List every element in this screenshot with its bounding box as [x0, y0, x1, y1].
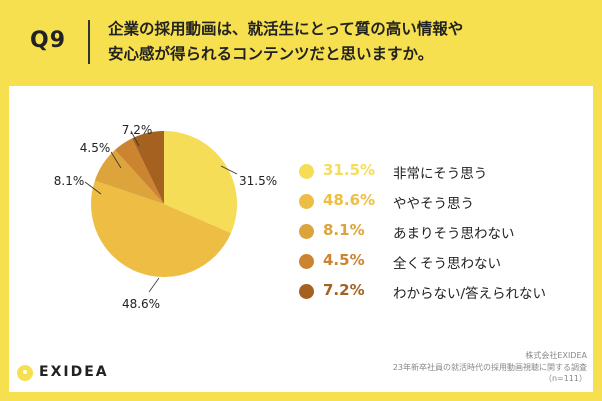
source-survey: 23年新卒社員の就活時代の採用動画視聴に関する調査 — [392, 362, 587, 372]
legend-value: 31.5% — [323, 161, 376, 179]
legend-item-5: 7.2% わからない/答えられない — [299, 276, 579, 306]
legend-value: 4.5% — [323, 251, 365, 269]
legend-label: ややそう思う — [393, 196, 474, 212]
legend-swatch — [299, 284, 314, 299]
legend-item-3: 8.1% あまりそう思わない — [299, 216, 579, 246]
pie-slices — [90, 131, 237, 278]
pie-slice-2 — [90, 180, 231, 278]
question-line-1: 企業の採用動画は、就活生にとって質の高い情報や — [108, 20, 464, 38]
chart-legend: 31.5% 非常にそう思う 48.6% ややそう思う 8.1% あまりそう思わない 4.5%… — [299, 156, 579, 306]
legend-label: 全くそう思わない — [393, 256, 501, 272]
leader-line-5 — [130, 130, 140, 147]
legend-item-1: 31.5% 非常にそう思う — [299, 156, 579, 186]
legend-value: 8.1% — [323, 221, 365, 239]
legend-label: あまりそう思わない — [393, 226, 515, 242]
legend-value: 7.2% — [323, 281, 365, 299]
question-text: 企業の採用動画は、就活生にとって質の高い情報や 安心感が得られるコンテンツだと思… — [108, 17, 578, 67]
legend-label: わからない/答えられない — [393, 286, 547, 302]
question-line-2: 安心感が得られるコンテンツだと思いますか。 — [108, 45, 434, 63]
pie-value-labels: 31.5% 48.6% 8.1% 4.5% 7.2% — [54, 123, 277, 311]
legend-item-4: 4.5% 全くそう思わない — [299, 246, 579, 276]
legend-item-2: 48.6% ややそう思う — [299, 186, 579, 216]
header-divider — [88, 20, 90, 64]
source-company: 株式会社EXIDEA — [525, 351, 587, 360]
source-note: 株式会社EXIDEA 23年新卒社員の就活時代の採用動画視聴に関する調査 （n=… — [393, 350, 587, 385]
pie-value-label-5: 7.2% — [122, 123, 153, 137]
pie-chart: 31.5% 48.6% 8.1% 4.5% 7.2% — [54, 123, 277, 311]
question-number: Q9 — [30, 28, 67, 53]
leader-line-4 — [110, 151, 122, 169]
legend-swatch — [299, 164, 314, 179]
pie-slice-3 — [94, 149, 164, 204]
leader-line-1 — [220, 165, 238, 175]
legend-swatch — [299, 254, 314, 269]
logo-text: EXIDEA — [39, 364, 109, 380]
source-sample-size: （n=111） — [543, 374, 587, 383]
pie-value-label-3: 8.1% — [54, 174, 85, 188]
legend-swatch — [299, 194, 314, 209]
legend-label: 非常にそう思う — [393, 166, 488, 182]
logo-mark-icon — [17, 365, 33, 381]
leader-line-2 — [148, 277, 160, 293]
pie-value-label-1: 31.5% — [239, 174, 277, 188]
legend-value: 48.6% — [323, 191, 376, 209]
pie-leader-lines — [84, 130, 238, 293]
pie-slice-4 — [115, 138, 164, 204]
legend-swatch — [299, 224, 314, 239]
pie-value-label-2: 48.6% — [122, 297, 160, 311]
chart-card: 31.5% 48.6% 8.1% 4.5% 7.2% 31.5% 非常にそう思う 48.6%… — [9, 86, 593, 392]
pie-value-label-4: 4.5% — [80, 141, 111, 155]
pie-slice-1 — [164, 131, 237, 234]
header: Q9 企業の採用動画は、就活生にとって質の高い情報や 安心感が得られるコンテンツ… — [0, 0, 602, 84]
pie-slice-5 — [132, 131, 164, 204]
leader-line-3 — [84, 181, 102, 195]
